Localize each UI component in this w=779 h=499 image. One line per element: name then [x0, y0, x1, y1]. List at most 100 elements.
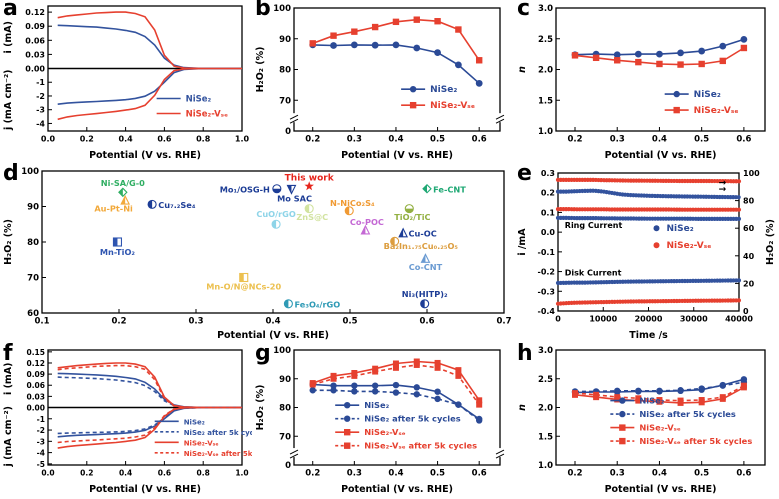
svg-text:40: 40 [743, 252, 755, 261]
svg-text:0.00: 0.00 [25, 65, 45, 74]
svg-text:0.6: 0.6 [472, 135, 487, 145]
svg-text:0.2: 0.2 [80, 469, 93, 478]
svg-text:NiSe₂-Vₛₑ: NiSe₂-Vₛₑ [639, 423, 680, 433]
svg-text:0.15: 0.15 [26, 348, 45, 357]
svg-text:NiSe₂-Vₛₑ after 5k cycles: NiSe₂-Vₛₑ after 5k cycles [184, 450, 252, 458]
svg-text:1.5: 1.5 [538, 96, 553, 106]
svg-text:0.7: 0.7 [496, 317, 511, 327]
svg-text:0.4: 0.4 [119, 469, 132, 478]
svg-text:0.0: 0.0 [41, 135, 56, 144]
svg-text:0.6: 0.6 [736, 469, 751, 479]
svg-text:80: 80 [743, 197, 755, 206]
svg-text:1.0: 1.0 [538, 127, 553, 137]
svg-text:ZnS@C: ZnS@C [296, 212, 328, 222]
svg-text:NiSe₂-Vₛₑ: NiSe₂-Vₛₑ [430, 101, 475, 111]
panel-b-h2o2-selectivity-plot: b 0.2 0.3 0.4 0.5 0.6 Potential (V vs. RHE) 0 70… [252, 0, 514, 165]
svg-text:0.00: 0.00 [26, 404, 45, 413]
panel-b-letter: b [255, 0, 271, 21]
panel-d-catalyst-comparison-plot: d 0.1 0.2 0.3 0.4 0.5 0.6 0.7 Potential (V vs. R… [0, 161, 514, 345]
svg-text:0.6: 0.6 [158, 469, 171, 478]
svg-text:Potential (V vs. RHE): Potential (V vs. RHE) [605, 150, 717, 161]
svg-text:Ba₂In₁.₇₅Cu₀.₂₅O₅: Ba₂In₁.₇₅Cu₀.₂₅O₅ [384, 241, 459, 251]
panel-f-lsv-cycling-plot: f 0.0 0.2 0.4 0.6 0.8 1.0 Potential (V vs. RHE)… [0, 341, 252, 499]
svg-text:0.4: 0.4 [388, 135, 403, 145]
svg-text:i (mA): i (mA) [3, 21, 14, 54]
svg-text:Potential (V vs. RHE): Potential (V vs. RHE) [217, 330, 329, 341]
svg-text:0.06: 0.06 [25, 36, 45, 45]
svg-text:i (mA): i (mA) [3, 363, 14, 396]
svg-text:NiSe₂: NiSe₂ [364, 400, 389, 410]
panel-f-canvas: 0.0 0.2 0.4 0.6 0.8 1.0 Potential (V vs. RHE) 0… [3, 348, 252, 495]
svg-text:70: 70 [27, 274, 39, 284]
svg-text:0.5: 0.5 [694, 469, 709, 479]
svg-text:100: 100 [273, 346, 291, 356]
svg-text:100: 100 [743, 169, 760, 178]
svg-text:0.4: 0.4 [119, 135, 134, 144]
svg-text:60: 60 [27, 309, 39, 319]
panel-e-letter: e [517, 161, 532, 186]
svg-text:-4: -4 [36, 119, 45, 128]
svg-text:NiSe₂-Vₛₑ: NiSe₂-Vₛₑ [694, 106, 739, 116]
svg-text:0.4: 0.4 [265, 317, 280, 327]
svg-text:NiSe₂-Vₛₑ: NiSe₂-Vₛₑ [186, 110, 228, 120]
svg-text:n: n [517, 66, 528, 73]
svg-text:Mn-TiO₂: Mn-TiO₂ [100, 247, 136, 257]
svg-text:0: 0 [285, 127, 291, 137]
svg-text:0.3: 0.3 [610, 135, 625, 145]
svg-text:Cu₇.₂Se₄: Cu₇.₂Se₄ [158, 200, 196, 210]
svg-text:j (mA cm⁻²): j (mA cm⁻²) [3, 69, 14, 131]
svg-text:0.2: 0.2 [111, 317, 126, 327]
svg-text:-4: -4 [37, 449, 45, 458]
svg-text:0.5: 0.5 [342, 317, 357, 327]
svg-text:0.03: 0.03 [26, 392, 45, 401]
svg-text:Potential (V vs. RHE): Potential (V vs. RHE) [89, 150, 201, 161]
svg-text:0.8: 0.8 [197, 469, 210, 478]
svg-text:H₂O₂ (%): H₂O₂ (%) [255, 385, 266, 431]
svg-text:3.0: 3.0 [538, 346, 553, 356]
svg-text:0.0: 0.0 [41, 469, 54, 478]
svg-text:NiSe₂: NiSe₂ [667, 224, 694, 234]
svg-text:0.3: 0.3 [347, 469, 362, 479]
svg-text:-1: -1 [36, 78, 45, 87]
svg-text:0.2: 0.2 [305, 469, 320, 479]
panel-h-letter: h [517, 341, 533, 366]
svg-text:2.5: 2.5 [538, 375, 553, 385]
svg-text:0.6: 0.6 [472, 469, 487, 479]
svg-text:NiSe₂-Vₛₑ: NiSe₂-Vₛₑ [364, 427, 405, 437]
svg-text:NiSe₂: NiSe₂ [639, 396, 664, 406]
svg-text:0.3: 0.3 [188, 317, 203, 327]
svg-text:0.2: 0.2 [305, 135, 320, 145]
svg-text:N-NiCo₂S₄: N-NiCo₂S₄ [330, 198, 375, 208]
svg-text:0.5: 0.5 [430, 135, 445, 145]
svg-text:0: 0 [743, 307, 749, 316]
svg-text:0.3: 0.3 [347, 135, 362, 145]
svg-text:NiSe₂ after 5k cycles: NiSe₂ after 5k cycles [364, 414, 461, 424]
svg-text:NiSe₂: NiSe₂ [694, 90, 721, 100]
svg-text:0.3: 0.3 [610, 469, 625, 479]
panel-f-letter: f [3, 341, 13, 366]
svg-text:Potential (V vs. RHE): Potential (V vs. RHE) [605, 484, 717, 495]
svg-text:-5: -5 [37, 460, 45, 469]
svg-text:This work: This work [285, 173, 335, 183]
svg-text:H₂O₂ (%): H₂O₂ (%) [255, 47, 266, 93]
svg-text:1.0: 1.0 [538, 461, 553, 471]
svg-text:Ni-SA/G-0: Ni-SA/G-0 [101, 178, 145, 188]
svg-text:2.0: 2.0 [538, 66, 553, 76]
svg-text:-0.2: -0.2 [538, 268, 556, 277]
panel-a-canvas: 0.0 0.2 0.4 0.6 0.8 1.0 Potential (V vs. RHE) 0… [3, 5, 250, 161]
svg-text:→: → [719, 185, 727, 195]
svg-text:0.2: 0.2 [567, 135, 582, 145]
svg-text:0.4: 0.4 [652, 469, 667, 479]
svg-text:-3: -3 [37, 437, 45, 446]
svg-text:2.5: 2.5 [538, 35, 553, 45]
svg-text:100: 100 [273, 4, 291, 14]
svg-text:Potential (V vs. RHE): Potential (V vs. RHE) [341, 484, 453, 495]
svg-text:-2: -2 [36, 92, 45, 101]
panel-e-canvas: 0 10000 20000 30000 40000 Time /s -0.4 -0.3 -0.2… [517, 169, 776, 341]
svg-text:Disk Current: Disk Current [565, 269, 622, 278]
panel-c-canvas: 0.2 0.3 0.4 0.5 0.6 Potential (V vs. RHE) 1.0 1… [517, 4, 766, 161]
svg-text:10000: 10000 [589, 315, 617, 324]
panel-c-letter: c [517, 0, 531, 21]
panel-c-electron-transfer-plot: c 0.2 0.3 0.4 0.5 0.6 Potential (V vs. RHE) 1.0… [514, 0, 779, 165]
